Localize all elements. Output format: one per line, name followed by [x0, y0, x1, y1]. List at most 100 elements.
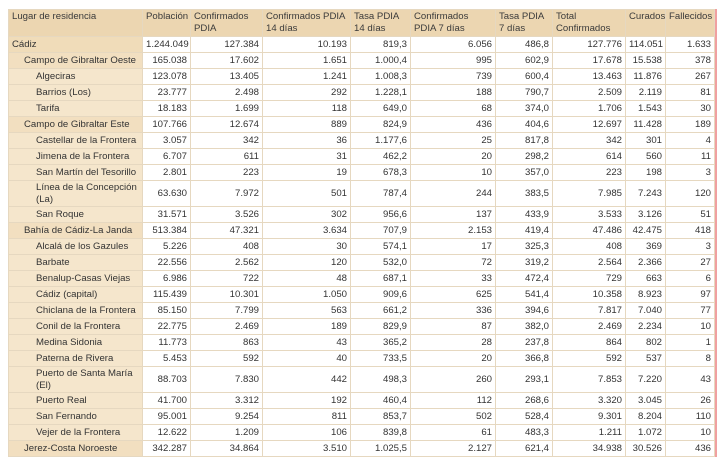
cell-value: 790,7 — [495, 84, 553, 101]
cell-value: 12.697 — [552, 116, 626, 133]
table-row: Barbate 22.556 2.562 120 532,0 72 319,2 2.564 2.… — [8, 254, 715, 271]
cell-value: 956,6 — [350, 206, 411, 223]
cell-value: 733,5 — [350, 350, 411, 367]
table-row: Jerez-Costa Noroeste 342.287 34.864 3.510 1.… — [8, 440, 715, 457]
cell-value: 189 — [262, 318, 351, 335]
cell-value: 357,0 — [495, 164, 553, 181]
cell-value: 88.703 — [142, 366, 191, 393]
cell-value: 739 — [410, 68, 496, 85]
cell-value: 600,4 — [495, 68, 553, 85]
cell-value: 1.209 — [190, 424, 263, 441]
cell-value: 31 — [262, 148, 351, 165]
cell-value: 68 — [410, 100, 496, 117]
place-name: Puerto de Santa María (El) — [8, 366, 143, 393]
cell-value: 3.510 — [262, 440, 351, 457]
cell-value: 541,4 — [495, 286, 553, 303]
cell-value: 11.876 — [625, 68, 666, 85]
cell-value: 460,4 — [350, 392, 411, 409]
cell-value: 12.622 — [142, 424, 191, 441]
cell-value: 8.923 — [625, 286, 666, 303]
cell-value: 621,4 — [495, 440, 553, 457]
cell-value: 1.241 — [262, 68, 351, 85]
place-name: Puerto Real — [8, 392, 143, 409]
table-row: San Roque 31.571 3.526 302 956,6 137 433,9 3.53… — [8, 206, 715, 223]
cell-value: 2.234 — [625, 318, 666, 335]
cell-value: 501 — [262, 180, 351, 207]
cell-value: 787,4 — [350, 180, 411, 207]
cell-value: 513.384 — [142, 222, 191, 239]
table-row: Cádiz (capital) 115.439 10.301 1.050 909,6 62… — [8, 286, 715, 303]
cell-value: 198 — [625, 164, 666, 181]
table-row: Puerto de Santa María (El) 88.703 7.830 442… — [8, 366, 715, 393]
cell-value: 5.226 — [142, 238, 191, 255]
cell-value: 1.072 — [625, 424, 666, 441]
cell-value: 33 — [410, 270, 496, 287]
cell-value: 528,4 — [495, 408, 553, 425]
cell-value: 442 — [262, 366, 351, 393]
cell-value: 8.204 — [625, 408, 666, 425]
cell-value: 127.384 — [190, 36, 263, 53]
cell-value: 19 — [262, 164, 351, 181]
cell-value: 342 — [552, 132, 626, 149]
cell-value: 10 — [665, 318, 715, 335]
cell-value: 42.475 — [625, 222, 666, 239]
cell-value: 611 — [190, 148, 263, 165]
column-header: Lugar de residencia — [8, 9, 143, 37]
cell-value: 112 — [410, 392, 496, 409]
cell-value: 649,0 — [350, 100, 411, 117]
cell-value: 18.183 — [142, 100, 191, 117]
cell-value: 77 — [665, 302, 715, 319]
cell-value: 1.025,5 — [350, 440, 411, 457]
cell-value: 1.211 — [552, 424, 626, 441]
place-name: Alcalá de los Gazules — [8, 238, 143, 255]
cell-value: 302 — [262, 206, 351, 223]
cell-value: 404,6 — [495, 116, 553, 133]
cell-value: 408 — [190, 238, 263, 255]
table-row: Puerto Real 41.700 3.312 192 460,4 112 268,6 3.… — [8, 392, 715, 409]
cell-value: 817,8 — [495, 132, 553, 149]
place-name: San Roque — [8, 206, 143, 223]
table-row: Algeciras 123.078 13.405 1.241 1.008,3 739 600… — [8, 68, 715, 85]
cell-value: 85.150 — [142, 302, 191, 319]
cell-value: 6.056 — [410, 36, 496, 53]
cell-value: 1.000,4 — [350, 52, 411, 69]
cell-value: 602,9 — [495, 52, 553, 69]
cell-value: 6.986 — [142, 270, 191, 287]
cell-value: 30.526 — [625, 440, 666, 457]
table-row: San Fernando 95.001 9.254 811 853,7 502 528,4 9… — [8, 408, 715, 425]
cell-value: 97 — [665, 286, 715, 303]
cell-value: 17.678 — [552, 52, 626, 69]
cell-value: 7.040 — [625, 302, 666, 319]
cell-value: 11 — [665, 148, 715, 165]
cell-value: 687,1 — [350, 270, 411, 287]
cell-value: 20 — [410, 350, 496, 367]
cell-value: 1 — [665, 334, 715, 351]
table-header: Lugar de residencia Población Confirmados … — [8, 9, 715, 37]
data-table: Lugar de residencia Población Confirmados … — [8, 9, 715, 457]
cell-value: 72 — [410, 254, 496, 271]
table-row: Vejer de la Frontera 12.622 1.209 106 839,8 6… — [8, 424, 715, 441]
cell-value: 2.366 — [625, 254, 666, 271]
cell-value: 47.486 — [552, 222, 626, 239]
cell-value: 829,9 — [350, 318, 411, 335]
cell-value: 498,3 — [350, 366, 411, 393]
cell-value: 819,3 — [350, 36, 411, 53]
cell-value: 41.700 — [142, 392, 191, 409]
cell-value: 3.312 — [190, 392, 263, 409]
table-container: Lugar de residencia Población Confirmados … — [8, 9, 717, 457]
cell-value: 189 — [665, 116, 715, 133]
table-row: Línea de la Concepción (La) 63.630 7.972 50… — [8, 180, 715, 207]
cell-value: 5.453 — [142, 350, 191, 367]
cell-value: 462,2 — [350, 148, 411, 165]
table-row: Cádiz 1.244.049 127.384 10.193 819,3 6.056 486… — [8, 36, 715, 53]
cell-value: 36 — [262, 132, 351, 149]
cell-value: 95.001 — [142, 408, 191, 425]
cell-value: 267 — [665, 68, 715, 85]
cell-value: 472,4 — [495, 270, 553, 287]
cell-value: 301 — [625, 132, 666, 149]
cell-value: 839,8 — [350, 424, 411, 441]
cell-value: 342.287 — [142, 440, 191, 457]
column-header: Total Confirmados — [552, 9, 626, 37]
place-name: Castellar de la Frontera — [8, 132, 143, 149]
